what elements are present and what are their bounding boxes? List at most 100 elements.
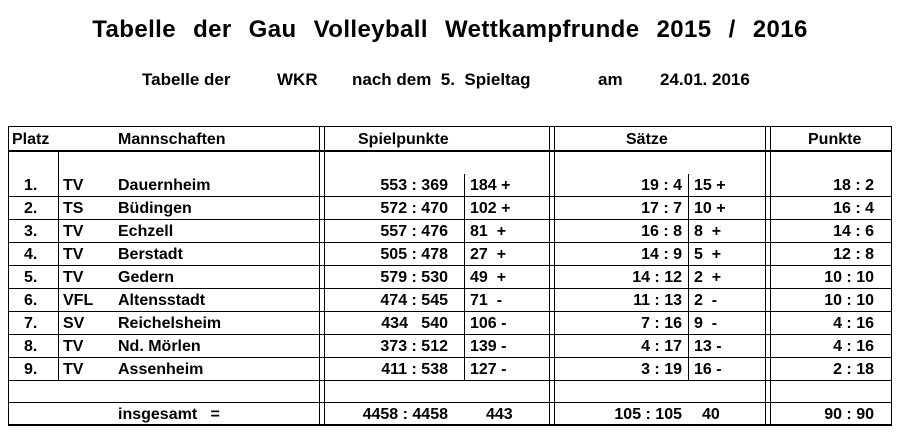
row-punkte: 12 : 8: [833, 246, 874, 263]
row-spielpunkte: 553 : 369: [380, 177, 448, 194]
row-rule: [8, 265, 892, 266]
row-spielpunkte: 434 540: [381, 315, 448, 332]
row-punkte: 14 : 6: [833, 223, 874, 240]
row-saetze: 7 : 16: [641, 315, 682, 332]
row-spielpunkte-diff: 127 -: [470, 361, 507, 378]
row-saetze-diff: 2 +: [694, 269, 722, 286]
total-saetze: 105 : 105: [614, 406, 682, 423]
row-prefix: VFL: [63, 292, 94, 309]
total-spielpunkte: 4458 : 4458: [362, 406, 448, 423]
subtitle-part-5: 24.01. 2016: [660, 70, 750, 89]
row-rule: [8, 334, 892, 335]
subtitle-part-3: nach dem 5. Spieltag: [352, 70, 531, 89]
row-saetze: 14 : 9: [641, 246, 682, 263]
row-rule: [8, 288, 892, 289]
row-spielpunkte-diff: 139 -: [470, 338, 507, 355]
total-saetze-diff: 40: [702, 406, 720, 423]
total-rule: [8, 402, 892, 403]
row-spielpunkte-diff: 49 +: [470, 269, 507, 286]
row-spielpunkte: 557 : 476: [380, 223, 448, 240]
row-spielpunkte-diff: 106 -: [470, 315, 507, 332]
row-prefix: TV: [63, 338, 84, 355]
row-team: Nd. Mörlen: [118, 338, 201, 355]
row-saetze-diff: 16 -: [694, 361, 722, 378]
column-rule: [319, 126, 320, 426]
row-spielpunkte: 579 : 530: [380, 269, 448, 286]
row-saetze-diff: 10 +: [694, 200, 726, 217]
row-team: Reichelsheim: [118, 315, 222, 332]
row-saetze: 16 : 8: [641, 223, 682, 240]
row-spielpunkte: 572 : 470: [380, 200, 448, 217]
row-spielpunkte: 411 : 538: [381, 361, 448, 378]
page-title: Tabelle der Gau Volleyball Wettkampfrund…: [92, 16, 808, 43]
row-platz: 8.: [24, 338, 38, 355]
row-punkte: 16 : 4: [833, 200, 874, 217]
row-rule: [8, 357, 892, 358]
row-prefix: TV: [63, 223, 84, 240]
row-saetze-diff: 8 +: [694, 223, 722, 240]
header-platz: Platz: [12, 131, 50, 148]
row-saetze: 3 : 19: [641, 361, 682, 378]
row-rule: [8, 242, 892, 243]
row-spielpunkte: 505 : 478: [380, 246, 448, 263]
subtitle-part-2: WKR: [277, 70, 318, 89]
row-saetze: 17 : 7: [641, 200, 682, 217]
row-punkte: 4 : 16: [833, 338, 874, 355]
row-platz: 5.: [24, 269, 38, 286]
row-spielpunkte: 474 : 545: [380, 292, 448, 309]
column-rule: [765, 126, 766, 426]
header-spielpunkte: Spielpunkte: [358, 131, 449, 148]
column-rule: [770, 126, 771, 426]
row-saetze: 11 : 13: [633, 292, 682, 309]
row-platz: 2.: [24, 200, 38, 217]
table-frame: [8, 126, 892, 426]
row-punkte: 10 : 10: [824, 269, 874, 286]
row-saetze-diff: 2 -: [694, 292, 718, 309]
row-team: Büdingen: [118, 200, 192, 217]
row-rule: [8, 311, 892, 312]
row-spielpunkte-diff: 81 +: [470, 223, 507, 240]
row-saetze: 19 : 4: [641, 177, 682, 194]
header-saetze: Sätze: [626, 131, 668, 148]
row-platz: 4.: [24, 246, 38, 263]
row-prefix: TV: [63, 269, 84, 286]
column-rule: [554, 126, 555, 426]
row-platz: 9.: [24, 361, 38, 378]
row-prefix: TV: [63, 246, 84, 263]
row-saetze-diff: 5 +: [694, 246, 722, 263]
row-team: Altensstadt: [118, 292, 206, 309]
row-team: Berstadt: [118, 246, 183, 263]
row-spielpunkte-diff: 27 +: [470, 246, 507, 263]
row-rule: [8, 219, 892, 220]
row-team: Dauernheim: [118, 177, 211, 194]
total-label: insgesamt =: [118, 406, 220, 423]
row-punkte: 18 : 2: [833, 177, 874, 194]
row-platz: 1.: [24, 177, 38, 194]
header-mannschaften: Mannschaften: [118, 131, 226, 148]
row-saetze-diff: 13 -: [694, 338, 722, 355]
row-spielpunkte-diff: 71 -: [470, 292, 503, 309]
row-platz: 6.: [24, 292, 38, 309]
row-prefix: SV: [63, 315, 85, 332]
row-team: Echzell: [118, 223, 174, 240]
row-punkte: 2 : 18: [833, 361, 874, 378]
row-platz: 7.: [24, 315, 38, 332]
total-punkte: 90 : 90: [824, 406, 874, 423]
column-rule: [58, 150, 59, 380]
row-prefix: TV: [63, 177, 84, 194]
row-rule: [8, 380, 892, 381]
row-punkte: 4 : 16: [833, 315, 874, 332]
column-rule: [464, 174, 465, 380]
row-saetze-diff: 9 -: [694, 315, 718, 332]
total-spielpunkte-diff: 443: [486, 406, 513, 423]
row-platz: 3.: [24, 223, 38, 240]
row-prefix: TV: [63, 361, 84, 378]
subtitle-part-1: Tabelle der: [142, 70, 231, 89]
row-spielpunkte-diff: 184 +: [470, 177, 511, 194]
header-punkte: Punkte: [808, 131, 862, 148]
column-rule: [324, 126, 325, 426]
subtitle-part-4: am: [598, 70, 623, 89]
column-rule: [688, 174, 689, 380]
row-team: Gedern: [118, 269, 175, 286]
row-saetze: 4 : 17: [641, 338, 682, 355]
